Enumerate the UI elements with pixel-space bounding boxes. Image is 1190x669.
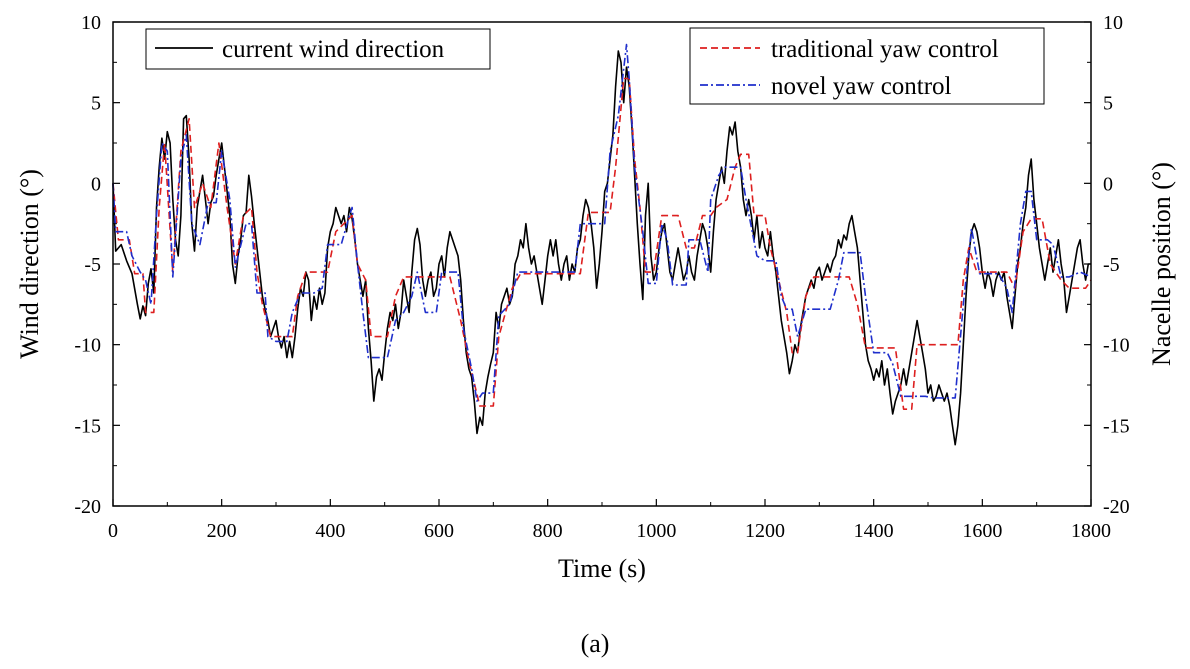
x-tick-label: 0	[108, 520, 118, 542]
plot-frame	[112, 21, 1092, 507]
y-tick-label-left: -15	[74, 415, 101, 437]
y-tick-label-left: 0	[91, 173, 101, 195]
x-tick-label: 200	[207, 520, 237, 542]
y-axis-title-right: Nacelle position (°)	[1147, 162, 1176, 366]
series-line-traditional-yaw-control	[112, 77, 1092, 411]
legend-label-novel: novel yaw control	[771, 73, 952, 100]
panel-label: (a)	[581, 629, 610, 658]
series-line-novel-yaw-control	[112, 43, 1092, 402]
x-tick-label: 1200	[745, 520, 785, 542]
y-tick-label-right: -15	[1103, 415, 1130, 437]
x-tick-label: 1800	[1071, 520, 1111, 542]
y-tick-label-left: -10	[74, 335, 101, 357]
x-tick-label: 1000	[636, 520, 676, 542]
y-tick-label-left: -5	[84, 254, 101, 276]
x-tick-label: 1600	[962, 520, 1002, 542]
legend-right: traditional yaw control novel yaw contro…	[689, 27, 1045, 105]
y-tick-label-left: -20	[74, 496, 101, 518]
y-tick-label-right: -20	[1103, 496, 1130, 518]
legend-right-box	[689, 27, 1045, 105]
x-axis-title: Time (s)	[558, 554, 646, 583]
y-tick-label-left: 10	[81, 12, 101, 34]
x-tick-label: 800	[533, 520, 563, 542]
legend-left: current wind direction	[145, 28, 491, 70]
x-tick-label: 1400	[854, 520, 894, 542]
x-tick-label: 400	[315, 520, 345, 542]
y-tick-label-right: 5	[1103, 93, 1113, 115]
legend-left-box	[145, 28, 491, 70]
y-tick-label-right: -10	[1103, 335, 1130, 357]
y-tick-label-right: -5	[1103, 254, 1120, 276]
series-line-current-wind-direction	[112, 50, 1091, 446]
y-tick-label-left: 5	[91, 93, 101, 115]
x-tick-label: 600	[424, 520, 454, 542]
data-series	[112, 43, 1092, 446]
axis-ticks: 0 200 400 600 800 1000 1200 1400 1600 1800-20-15-…	[74, 12, 1129, 542]
legend-label-current: current wind direction	[222, 36, 445, 63]
y-axis-title-left: Wind direction (°)	[15, 169, 44, 359]
y-tick-label-right: 0	[1103, 173, 1113, 195]
legend-label-traditional: traditional yaw control	[771, 36, 999, 63]
y-tick-label-right: 10	[1103, 12, 1123, 34]
